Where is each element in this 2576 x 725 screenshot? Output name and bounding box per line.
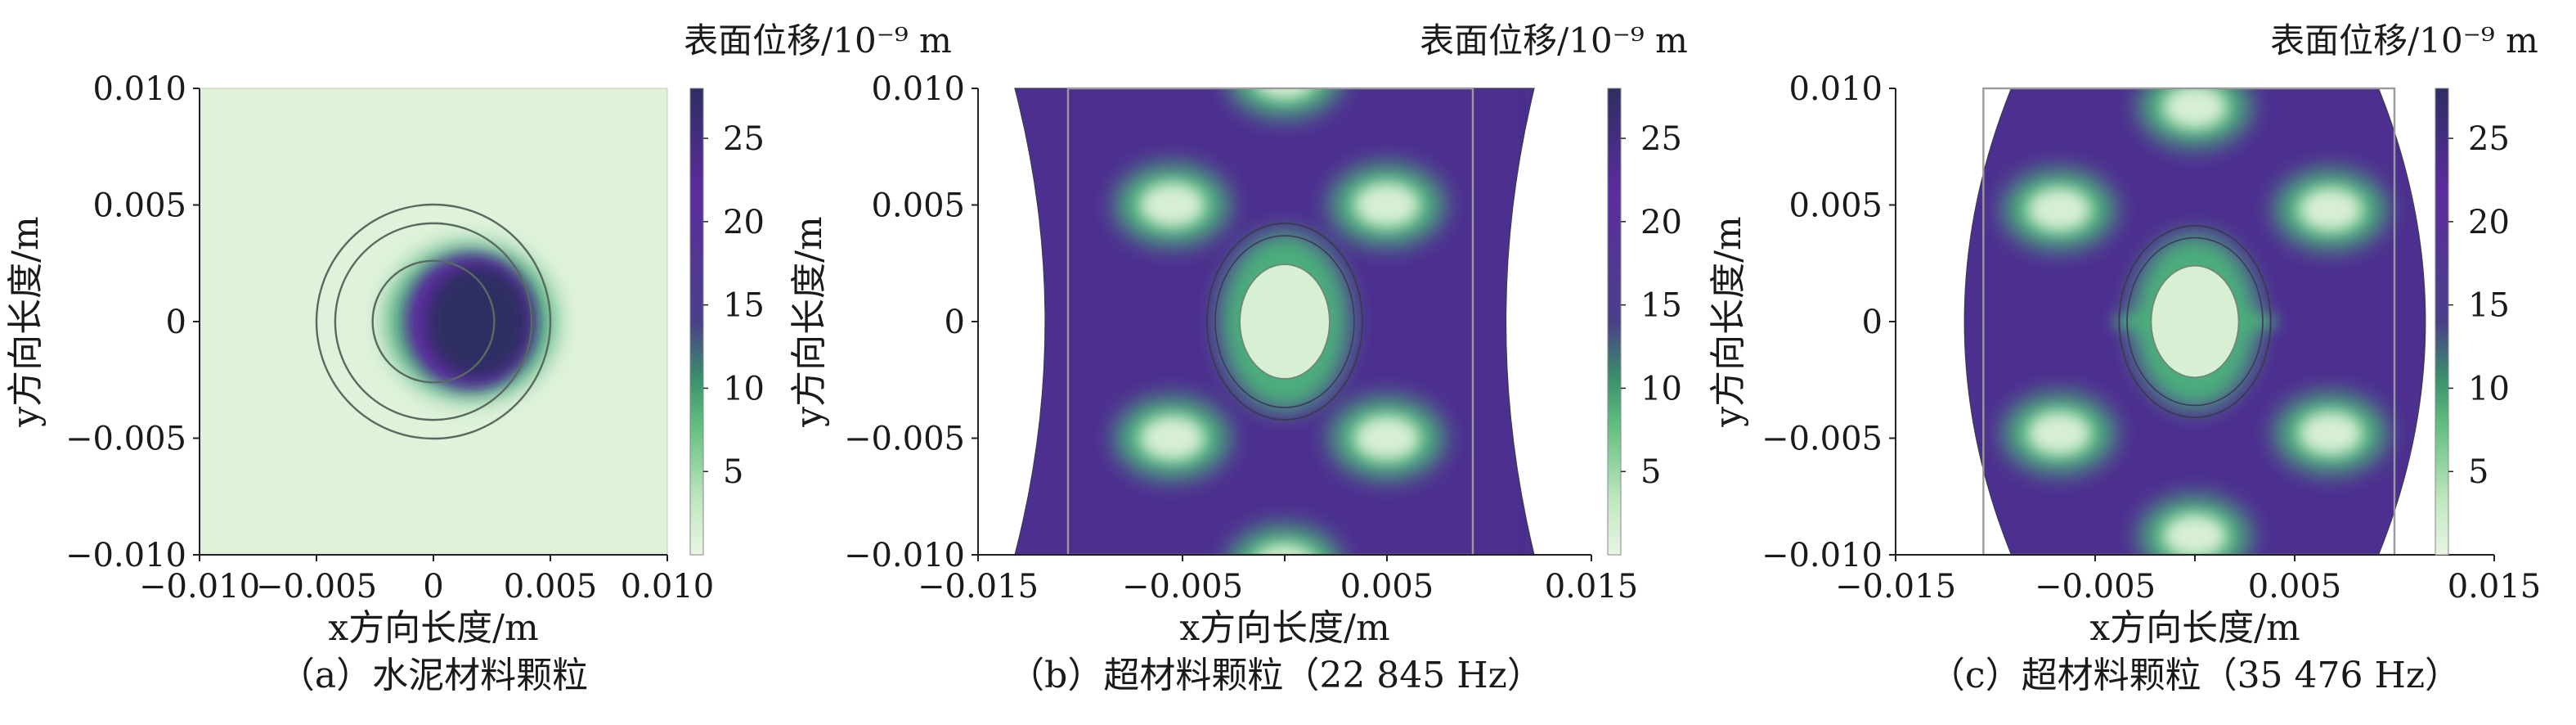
x-tick-label: −0.015 xyxy=(918,568,1039,606)
y-axis-label: y方向长度/m xyxy=(788,216,830,427)
colorbar-tick-label: 25 xyxy=(2468,120,2510,158)
x-tick-label: 0.015 xyxy=(1545,568,1639,606)
x-tick-label: 0.010 xyxy=(621,568,715,606)
colorbar-tick-label: 25 xyxy=(723,120,765,158)
coating-inner xyxy=(1214,235,1355,408)
displacement-node xyxy=(1227,525,1342,555)
x-tick-label: −0.015 xyxy=(1835,568,1956,606)
panel-c: 0.010 0.005 0 −0.005 −0.010−0.015 −0.005 0.005… xyxy=(1708,20,2576,696)
y-tick-label: 0.005 xyxy=(1788,187,1883,225)
y-tick-label: 0.010 xyxy=(92,70,186,108)
displacement-node-core xyxy=(2027,187,2092,232)
colorbar-tick-label: 15 xyxy=(1640,287,1682,325)
colorbar-tick-label: 20 xyxy=(2468,204,2510,241)
x-tick-label: −0.005 xyxy=(2035,568,2156,606)
displacement-node xyxy=(1227,88,1342,118)
colorbar-tick-label: 10 xyxy=(1640,370,1682,408)
y-axis-label: y方向长度/m xyxy=(1708,216,1749,427)
x-tick-label: 0 xyxy=(423,568,443,606)
colorbar xyxy=(2435,88,2449,556)
panel-caption: （a）水泥材料颗粒 xyxy=(279,655,588,696)
colorbar-tick-label: 25 xyxy=(1640,120,1682,158)
colorbar-title: 表面位移/10⁻⁹ m xyxy=(2270,20,2538,61)
displacement-node-core xyxy=(2298,187,2363,232)
x-tick-label: −0.005 xyxy=(1122,568,1243,606)
y-tick-label: −0.010 xyxy=(65,537,186,574)
y-tick-label: −0.010 xyxy=(1761,537,1883,574)
coating-outer xyxy=(2118,224,2272,419)
displacement-node-core xyxy=(1354,182,1420,227)
displacement-field xyxy=(1963,87,2576,556)
x-tick-label: −0.010 xyxy=(139,568,260,606)
y-tick-label: 0.010 xyxy=(871,70,965,108)
coating-outer xyxy=(1206,223,1363,421)
y-tick-label: 0.010 xyxy=(1788,70,1883,108)
displacement-node-core xyxy=(1139,416,1205,461)
y-tick-label: 0.005 xyxy=(92,187,186,225)
displacement-field xyxy=(199,88,668,556)
colorbar-tick-label: 5 xyxy=(1640,453,1661,491)
colorbar xyxy=(1607,88,1622,556)
displacement-field xyxy=(1014,87,1535,556)
y-tick-label: −0.005 xyxy=(844,421,965,458)
colorbar-tick-label: 5 xyxy=(723,453,743,491)
colorbar-title: 表面位移/10⁻⁹ m xyxy=(1420,20,1688,61)
y-tick-label: −0.005 xyxy=(1761,421,1883,458)
displacement-core xyxy=(426,265,530,378)
colorbar-tick-label: 20 xyxy=(723,204,765,241)
colorbar-tick-label: 20 xyxy=(1640,204,1682,241)
displacement-node-core xyxy=(1354,416,1420,461)
colorbar-title: 表面位移/10⁻⁹ m xyxy=(684,20,952,61)
y-tick-label: 0 xyxy=(1862,304,1883,341)
inclusion xyxy=(1239,263,1331,380)
x-tick-label: 0.005 xyxy=(1340,568,1434,606)
displacement-node-core xyxy=(2298,411,2363,456)
y-tick-label: 0 xyxy=(945,304,965,341)
boundary-circle xyxy=(334,222,533,421)
x-tick-label: 0.005 xyxy=(504,568,598,606)
displacement-node-core xyxy=(2162,514,2228,555)
panel-caption: （c）超材料颗粒（35 476 Hz） xyxy=(1929,655,2461,696)
inclusion xyxy=(2150,264,2240,379)
deformed-body xyxy=(1964,88,2576,555)
panel-caption: （b）超材料颗粒（22 845 Hz） xyxy=(1008,655,1543,696)
y-tick-label: 0 xyxy=(166,304,186,341)
displacement-node-core xyxy=(1252,543,1317,555)
y-tick-label: −0.010 xyxy=(844,537,965,574)
colorbar-tick-label: 5 xyxy=(2468,453,2488,491)
y-tick-label: 0.005 xyxy=(871,187,965,225)
colorbar-tick-label: 10 xyxy=(723,370,765,408)
x-axis-label: x方向长度/m xyxy=(2089,607,2300,649)
boundary-circle xyxy=(371,259,496,384)
y-axis-label: y方向长度/m xyxy=(5,216,47,427)
deformed-body xyxy=(1015,88,1534,555)
colorbar xyxy=(689,88,704,556)
x-tick-label: 0.015 xyxy=(2448,568,2542,606)
x-axis-label: x方向长度/m xyxy=(1179,607,1389,649)
displacement-node-core xyxy=(1139,182,1205,227)
boundary-circle xyxy=(315,203,552,440)
coating-inner xyxy=(2126,236,2264,407)
displacement-node-core xyxy=(1252,88,1317,100)
displacement-node-core xyxy=(2027,411,2092,456)
body-edge-right xyxy=(2445,88,2576,555)
x-axis-label: x方向长度/m xyxy=(328,607,538,649)
displacement-node-core xyxy=(2162,88,2228,129)
colorbar-tick-label: 15 xyxy=(2468,287,2510,325)
colorbar-tick-label: 15 xyxy=(723,287,765,325)
panel-b: 0.010 0.005 0 −0.005 −0.010−0.015 −0.005 0.005… xyxy=(788,20,1688,696)
colorbar-tick-label: 10 xyxy=(2468,370,2510,408)
x-tick-label: 0.005 xyxy=(2248,568,2342,606)
x-tick-label: −0.005 xyxy=(256,568,377,606)
y-tick-label: −0.005 xyxy=(65,421,186,458)
